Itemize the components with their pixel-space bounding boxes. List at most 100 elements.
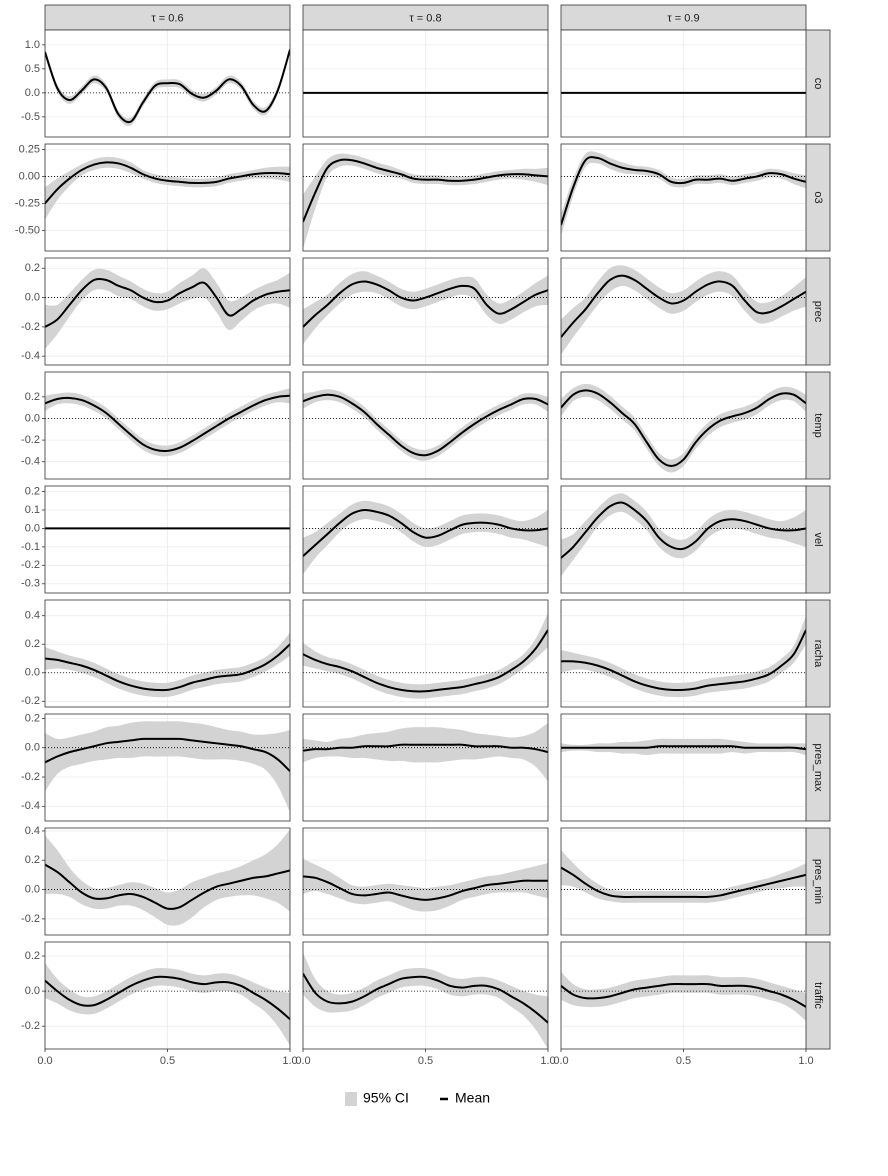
mean-line xyxy=(561,156,806,226)
mean-line xyxy=(561,274,806,338)
y-tick-label: -0.4 xyxy=(21,800,40,812)
row-strip xyxy=(805,713,831,822)
panel-border xyxy=(302,29,549,138)
panel-data xyxy=(45,388,290,457)
mean-line xyxy=(561,866,806,898)
x-tick-label: 1.0 xyxy=(540,1055,555,1067)
ci-band xyxy=(561,615,806,698)
row-strip-label: o3 xyxy=(812,191,824,203)
panel-data xyxy=(303,153,548,249)
y-tick-label: 0.0 xyxy=(25,667,40,679)
legend-swatch xyxy=(345,1092,357,1106)
panel-data xyxy=(561,91,806,94)
y-tick-label: 0.2 xyxy=(25,854,40,866)
y-tick-label: 0.0 xyxy=(25,522,40,534)
mean-line xyxy=(45,394,290,453)
mean-line xyxy=(303,158,548,223)
y-tick-label: 0.25 xyxy=(19,143,40,155)
y-tick-label: 0.2 xyxy=(25,638,40,650)
panel-border xyxy=(302,485,549,594)
panel-data xyxy=(45,156,290,220)
y-tick-label: 0.5 xyxy=(25,63,40,75)
panel-border xyxy=(44,599,291,708)
row-strip-label: traffic xyxy=(812,982,824,1009)
ci-band xyxy=(45,829,290,926)
row-strip-label: prec xyxy=(812,301,824,323)
y-tick-label: -0.4 xyxy=(21,350,40,362)
y-tick-label: 0.2 xyxy=(25,485,40,497)
column-strip-label: τ = 0.8 xyxy=(409,12,441,24)
row-strip xyxy=(805,599,831,708)
panel-border xyxy=(302,371,549,480)
ci-band xyxy=(45,963,290,1046)
ci-band xyxy=(303,722,548,782)
y-tick-label: 1.0 xyxy=(25,39,40,51)
ci-band xyxy=(561,265,806,355)
column-strip xyxy=(302,4,549,31)
column-strip xyxy=(44,4,291,31)
panel-border xyxy=(302,599,549,708)
row-strip-label: co xyxy=(812,78,824,90)
y-tick-label: 0.4 xyxy=(25,825,40,837)
y-tick-label: 0.0 xyxy=(25,412,40,424)
panel-border xyxy=(44,257,291,366)
panel-border xyxy=(44,29,291,138)
mean-line xyxy=(45,277,290,328)
y-tick-label: -0.5 xyxy=(21,111,40,123)
mean-line xyxy=(303,973,548,1024)
y-tick-label: 0.4 xyxy=(25,610,40,622)
ci-band xyxy=(45,45,290,127)
panel-border xyxy=(44,827,291,936)
panel-data xyxy=(561,738,806,756)
mean-line xyxy=(45,737,290,772)
panel-data xyxy=(303,389,548,461)
panel-data xyxy=(45,268,290,349)
panel-data xyxy=(561,383,806,473)
row-strip xyxy=(805,257,831,366)
x-tick-label: 0.0 xyxy=(553,1055,568,1067)
mean-line xyxy=(303,393,548,457)
mean-line xyxy=(45,49,290,124)
legend-label: 95% CI xyxy=(363,1090,409,1106)
panel-border xyxy=(560,485,807,594)
x-tick-label: 0.0 xyxy=(37,1055,52,1067)
mean-line xyxy=(45,863,290,910)
panel-data xyxy=(45,721,290,813)
ci-band xyxy=(561,493,806,577)
ci-band xyxy=(561,151,806,236)
y-tick-label: -0.4 xyxy=(21,456,40,468)
panel-border xyxy=(560,257,807,366)
mean-line xyxy=(45,643,290,692)
y-tick-label: 0.2 xyxy=(25,950,40,962)
ci-band xyxy=(45,388,290,457)
mean-line xyxy=(561,745,806,751)
y-tick-label: 0.0 xyxy=(25,87,40,99)
row-strip-label: vel xyxy=(812,532,824,546)
column-strip-label: τ = 0.6 xyxy=(151,12,183,24)
row-strip-label: temp xyxy=(812,413,824,437)
panel-data xyxy=(303,500,548,575)
ci-band xyxy=(303,389,548,461)
panel-data xyxy=(561,971,806,1021)
panel-data xyxy=(45,829,290,926)
y-tick-label: 0.2 xyxy=(25,262,40,274)
panel-data xyxy=(561,265,806,355)
row-strip xyxy=(805,827,831,936)
mean-line xyxy=(303,875,548,901)
column-strip xyxy=(560,4,807,31)
y-tick-label: 0.1 xyxy=(25,504,40,516)
row-strip xyxy=(805,941,831,1050)
mean-line xyxy=(45,975,290,1020)
x-tick-label: 0.0 xyxy=(295,1055,310,1067)
ci-band xyxy=(561,971,806,1021)
mean-line xyxy=(561,389,806,468)
panel-data xyxy=(561,615,806,698)
x-tick-label: 0.5 xyxy=(676,1055,691,1067)
y-tick-label: -0.2 xyxy=(21,321,40,333)
y-tick-label: -0.2 xyxy=(21,434,40,446)
mean-line xyxy=(561,982,806,1008)
panel-border xyxy=(560,143,807,252)
y-tick-label: 0.2 xyxy=(25,712,40,724)
y-tick-label: 0.00 xyxy=(19,170,40,182)
